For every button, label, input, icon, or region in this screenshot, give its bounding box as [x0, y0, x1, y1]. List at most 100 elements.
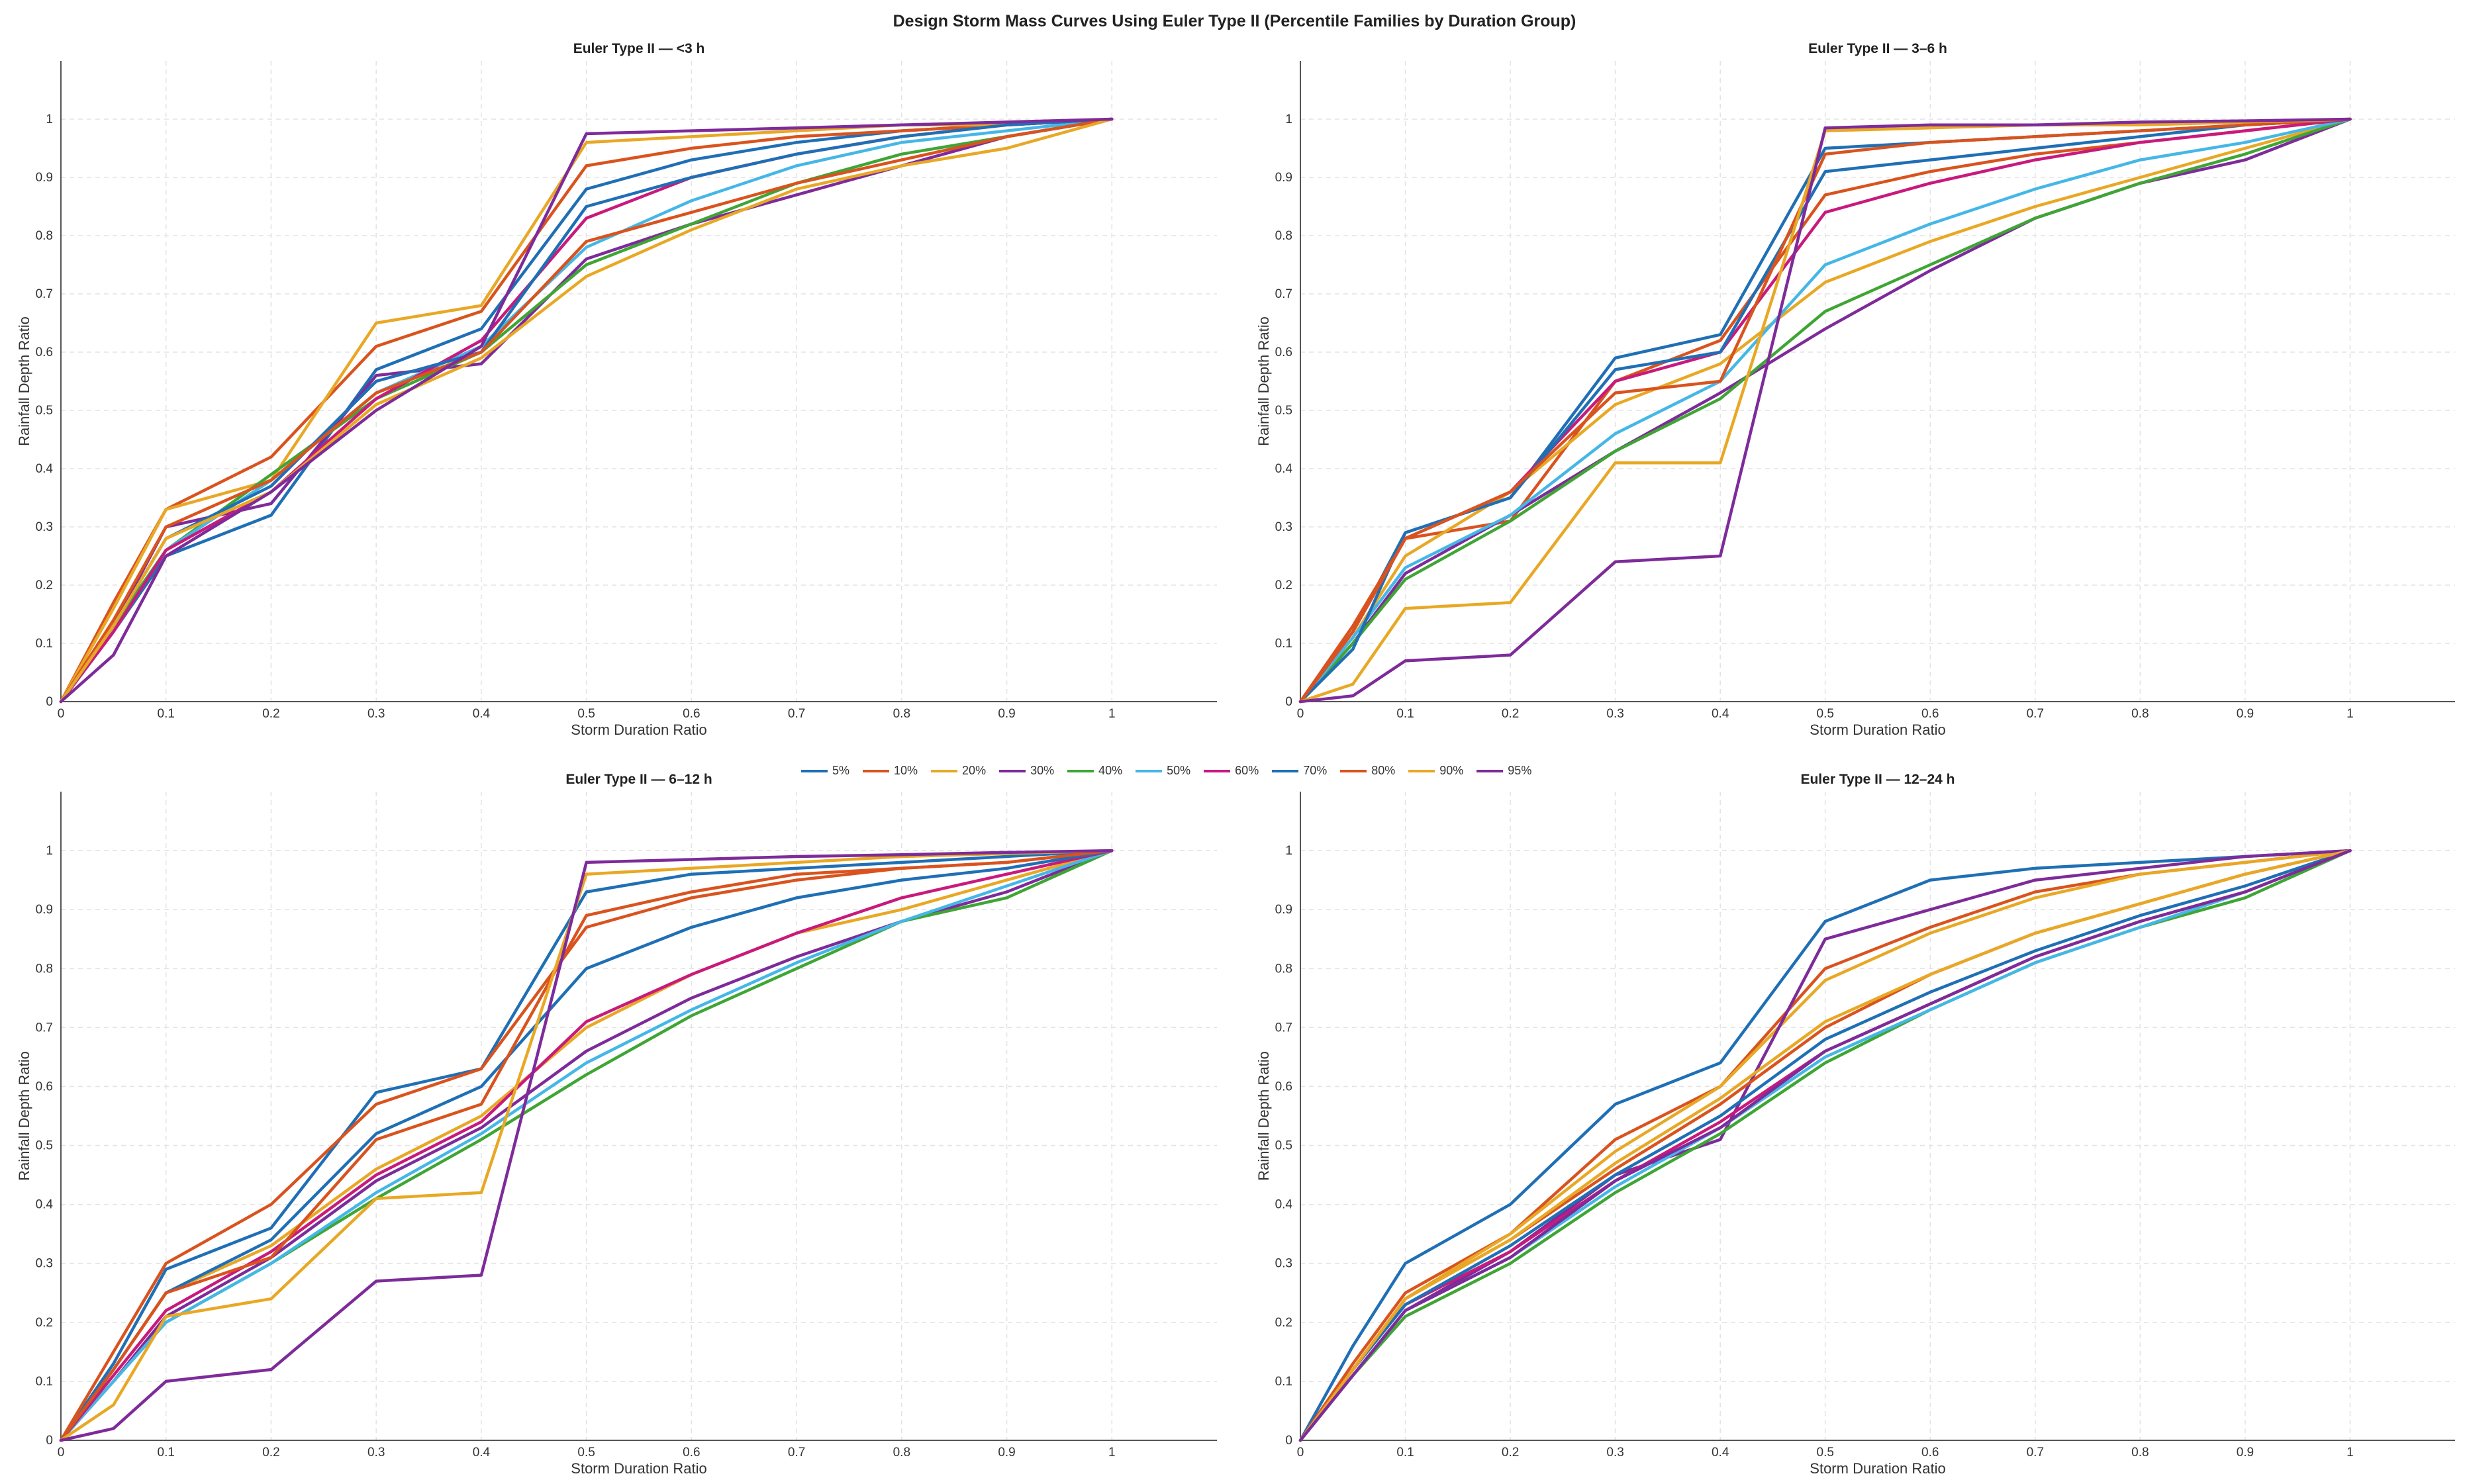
x-tick-label: 0.1 — [1396, 1446, 1414, 1460]
y-axis-label: Rainfall Depth Ratio — [1255, 316, 1272, 446]
y-axis-label: Rainfall Depth Ratio — [1255, 1051, 1272, 1181]
y-tick-label: 0 — [1285, 1434, 1292, 1448]
x-axis-label: Storm Duration Ratio — [1810, 721, 1945, 738]
x-tick-label: 1 — [2347, 707, 2354, 721]
x-tick-label: 0.1 — [1396, 707, 1414, 721]
legend-swatch — [1272, 769, 1299, 772]
gridlines — [1300, 792, 2455, 1441]
series-line-95pct — [59, 849, 1114, 1442]
x-tick-label: 0.9 — [2237, 1446, 2254, 1460]
y-axis-label: Rainfall Depth Ratio — [16, 1051, 32, 1181]
series-line-80pct — [59, 117, 1114, 704]
y-tick-label: 0.6 — [36, 1080, 53, 1093]
y-tick-label: 0.1 — [36, 637, 53, 651]
x-tick-label: 0.8 — [2131, 707, 2149, 721]
legend-swatch — [1408, 769, 1435, 772]
y-tick-label: 0.4 — [1275, 1198, 1293, 1212]
series-line-80pct — [1298, 117, 2352, 704]
x-tick-label: 0.1 — [158, 707, 175, 721]
y-tick-label: 0.8 — [1275, 229, 1292, 243]
x-axis-label: Storm Duration Ratio — [571, 721, 706, 738]
legend-swatch — [801, 769, 828, 772]
legend-item: 30% — [999, 764, 1054, 778]
x-tick-label: 0.4 — [1712, 1446, 1729, 1460]
x-tick-label: 1 — [2347, 1446, 2354, 1460]
x-tick-label: 0.8 — [893, 707, 910, 721]
series-line-80pct — [59, 849, 1114, 1442]
y-tick-label: 0.3 — [36, 1257, 53, 1271]
x-tick-label: 0.3 — [1606, 1446, 1623, 1460]
y-tick-label: 0.9 — [1275, 903, 1292, 917]
y-tick-label: 0.2 — [1275, 579, 1292, 592]
legend-swatch — [931, 769, 958, 772]
y-tick-label: 0.2 — [36, 1316, 53, 1330]
y-tick-label: 0.8 — [36, 229, 53, 243]
x-tick-label: 0.5 — [577, 1446, 595, 1460]
x-tick-label: 0.3 — [367, 1446, 385, 1460]
legend-label: 40% — [1098, 764, 1123, 777]
legend-item: 95% — [1477, 764, 1531, 778]
legend-label: 90% — [1439, 764, 1464, 777]
y-tick-label: 0.9 — [36, 171, 53, 185]
x-tick-label: 0 — [58, 1446, 65, 1460]
x-axis-label: Storm Duration Ratio — [571, 1460, 706, 1477]
x-tick-label: 0.9 — [998, 1446, 1015, 1460]
x-tick-label: 0.5 — [1817, 1446, 1834, 1460]
y-tick-label: 0.2 — [36, 579, 53, 592]
y-tick-label: 0.7 — [1275, 1021, 1292, 1035]
series-line-95pct — [1298, 117, 2352, 704]
y-tick-label: 0.4 — [1275, 462, 1293, 476]
legend-item: 80% — [1340, 764, 1395, 778]
legend-swatch — [1136, 769, 1163, 772]
legend-item: 70% — [1272, 764, 1327, 778]
figure-title: Design Storm Mass Curves Using Euler Typ… — [893, 12, 1576, 30]
series-line-70pct — [1298, 849, 2352, 1442]
series-line-50pct — [1298, 117, 2352, 704]
y-tick-label: 0.7 — [36, 287, 53, 301]
legend-label: 70% — [1303, 764, 1328, 777]
x-tick-label: 0.5 — [577, 707, 595, 721]
series-line-5pct — [1298, 849, 2352, 1442]
series-line-90pct — [1298, 849, 2352, 1442]
y-tick-label: 0.5 — [36, 1139, 53, 1153]
x-tick-label: 0.2 — [262, 1446, 279, 1460]
panel-title: Euler Type II — 6–12 h — [565, 772, 712, 787]
x-tick-label: 0.5 — [1817, 707, 1834, 721]
legend-swatch — [863, 769, 890, 772]
series-line-95pct — [1298, 849, 2352, 1442]
x-tick-label: 0.7 — [2027, 1446, 2044, 1460]
x-tick-label: 0.3 — [367, 707, 385, 721]
legend-label: 80% — [1371, 764, 1396, 777]
legend-item: 90% — [1408, 764, 1463, 778]
legend-label: 30% — [1030, 764, 1055, 777]
legend: 5% 10% 20% 30% 40% 50% 60% 70% 80% 90% 95% — [801, 764, 1531, 778]
legend-label: 10% — [894, 764, 918, 777]
y-tick-label: 0.1 — [1275, 637, 1292, 651]
legend-item: 60% — [1204, 764, 1259, 778]
y-tick-label: 0.9 — [36, 903, 53, 917]
legend-label: 20% — [962, 764, 987, 777]
y-tick-label: 1 — [1285, 844, 1292, 858]
y-tick-label: 0.3 — [1275, 520, 1292, 534]
y-tick-label: 0 — [46, 695, 53, 709]
y-axis-label: Rainfall Depth Ratio — [16, 316, 32, 446]
legend-label: 60% — [1235, 764, 1259, 777]
x-tick-label: 0 — [58, 707, 65, 721]
y-tick-label: 0.5 — [36, 404, 53, 418]
y-tick-label: 0.4 — [36, 462, 54, 476]
y-tick-label: 0.6 — [1275, 346, 1292, 359]
x-tick-label: 0.6 — [683, 1446, 700, 1460]
chart-panel-3to6h: Euler Type II — 3–6 h 0 0.1 0.2 0.3 0.4 0.5 0.6… — [1255, 41, 2455, 738]
chart-panel-6to12h: Euler Type II — 6–12 h 0 0.1 0.2 0.3 0.4 0.5 0.… — [16, 772, 1217, 1477]
y-tick-label: 0 — [46, 1434, 53, 1448]
legend-item: 50% — [1136, 764, 1190, 778]
x-tick-label: 0 — [1297, 707, 1304, 721]
y-tick-label: 0.9 — [1275, 171, 1292, 185]
x-tick-label: 0.4 — [1712, 707, 1729, 721]
y-tick-label: 0.6 — [1275, 1080, 1292, 1093]
legend-swatch — [1067, 769, 1094, 772]
y-tick-label: 0.1 — [36, 1375, 53, 1389]
series-line-90pct — [59, 117, 1114, 704]
panel-title: Euler Type II — 3–6 h — [1808, 41, 1947, 56]
legend-item: 10% — [863, 764, 918, 778]
